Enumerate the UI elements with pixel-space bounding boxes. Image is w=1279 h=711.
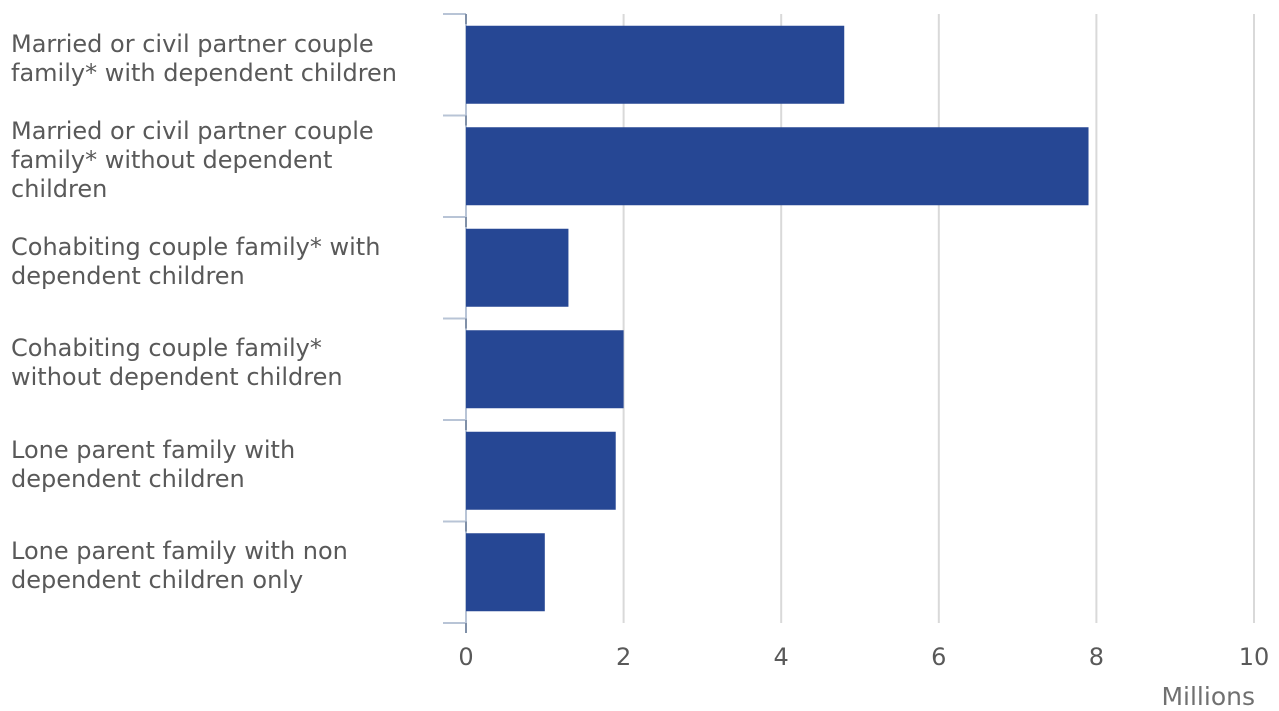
category-label-line: family* with dependent children — [11, 58, 398, 87]
bar — [466, 127, 1089, 206]
category-label-line: Lone parent family with non — [11, 537, 348, 566]
category-label-line: dependent children — [11, 261, 245, 290]
category-label-line: family* without dependent — [11, 145, 333, 174]
bar — [466, 533, 545, 612]
category-label: Married or civil partner couple family* w… — [11, 117, 431, 204]
bar — [466, 330, 624, 409]
category-label-line: Married or civil partner couple — [11, 116, 374, 145]
category-label: Lone parent family with dependent childre… — [11, 436, 431, 494]
x-tick-label: 2 — [616, 643, 631, 671]
category-label-line: dependent children — [11, 464, 245, 493]
category-label: Married or civil partner couple family* w… — [11, 30, 431, 88]
x-tick-label: 8 — [1089, 643, 1104, 671]
x-tick-label: 10 — [1239, 643, 1270, 671]
x-tick-label: 6 — [931, 643, 946, 671]
category-label: Cohabiting couple family* with dependent … — [11, 233, 431, 291]
x-tick-label: 0 — [458, 643, 473, 671]
bar — [466, 25, 845, 104]
category-label-line: without dependent children — [11, 363, 343, 392]
bar — [466, 228, 569, 307]
category-label-line: Cohabiting couple family* with — [11, 232, 381, 261]
category-label-line: Cohabiting couple family* — [11, 334, 322, 363]
category-label: Cohabiting couple family* without depende… — [11, 334, 431, 392]
bar — [466, 431, 616, 510]
x-tick-label: 4 — [774, 643, 789, 671]
category-label-line: Married or civil partner couple — [11, 29, 374, 58]
x-axis-title: Millions — [1161, 682, 1255, 711]
category-label-line: children — [11, 174, 108, 203]
category-label-line: dependent children only — [11, 566, 304, 595]
category-label-line: Lone parent family with — [11, 435, 296, 464]
category-label: Lone parent family with non dependent chi… — [11, 537, 431, 595]
